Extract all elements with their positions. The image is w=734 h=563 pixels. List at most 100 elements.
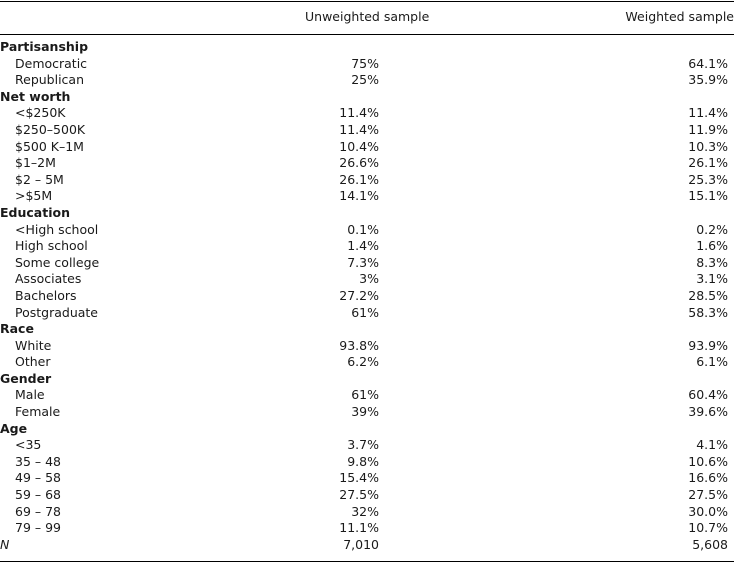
table-row: Postgraduate 61% 58.3% <box>0 305 734 322</box>
table-row: Bachelors 27.2% 28.5% <box>0 288 734 305</box>
unweighted-value: 6.2% <box>347 354 379 370</box>
table-row: Female 39% 39.6% <box>0 404 734 421</box>
unweighted-value: 0.1% <box>347 221 379 237</box>
table-row: <$250K 11.4% 11.4% <box>0 105 734 122</box>
weighted-value: 1.6% <box>696 238 728 254</box>
unweighted-value: 61% <box>351 304 379 320</box>
unweighted-value: 27.5% <box>339 487 379 503</box>
unweighted-value: 27.2% <box>339 287 379 303</box>
row-label: 79 – 99 <box>15 520 62 536</box>
row-label: <$250K <box>15 105 66 121</box>
row-label: Democratic <box>15 55 88 71</box>
section-label: Education <box>0 204 70 220</box>
weighted-value: 3.1% <box>696 271 728 287</box>
row-label: 35 – 48 <box>15 453 62 469</box>
row-label: Republican <box>15 72 85 88</box>
row-label: $500 K–1M <box>15 138 84 154</box>
table-bottom-rule <box>0 561 734 562</box>
table-row: 35 – 48 9.8% 10.6% <box>0 454 734 471</box>
row-label: Associates <box>15 271 82 287</box>
row-label: Male <box>15 387 45 403</box>
unweighted-value: 11.1% <box>339 520 379 536</box>
unweighted-value: 10.4% <box>339 138 379 154</box>
unweighted-value: 93.8% <box>339 337 379 353</box>
table-row: 49 – 58 15.4% 16.6% <box>0 470 734 487</box>
table-row: Some college 7.3% 8.3% <box>0 255 734 272</box>
table-top-rule <box>0 1 734 2</box>
weighted-value: 15.1% <box>688 188 728 204</box>
table-row: $250–500K 11.4% 11.9% <box>0 122 734 139</box>
unweighted-value: 25% <box>351 72 379 88</box>
total-row: N 7,010 5,608 <box>0 537 734 554</box>
unweighted-value: 32% <box>351 503 379 519</box>
weighted-value: 10.3% <box>688 138 728 154</box>
unweighted-value: 3.7% <box>347 437 379 453</box>
section-label: Gender <box>0 370 52 386</box>
weighted-value: 26.1% <box>688 155 728 171</box>
unweighted-value: 26.1% <box>339 171 379 187</box>
table-body: Partisanship Democratic 75% 64.1% Republican… <box>0 39 734 553</box>
row-label: 49 – 58 <box>15 470 62 486</box>
table-row: 69 – 78 32% 30.0% <box>0 504 734 521</box>
weighted-value: 10.7% <box>688 520 728 536</box>
table-row: Associates 3% 3.1% <box>0 271 734 288</box>
weighted-value: 5,608 <box>692 536 728 552</box>
unweighted-value: 61% <box>351 387 379 403</box>
section-label: Race <box>0 321 34 337</box>
table-row: $500 K–1M 10.4% 10.3% <box>0 139 734 156</box>
row-label: Female <box>15 404 61 420</box>
section-label: Net worth <box>0 88 71 104</box>
weighted-value: 93.9% <box>688 337 728 353</box>
unweighted-value: 1.4% <box>347 238 379 254</box>
row-label: <35 <box>15 437 42 453</box>
unweighted-value: 14.1% <box>339 188 379 204</box>
unweighted-value: 3% <box>359 271 379 287</box>
section-header-row: Education <box>0 205 734 222</box>
weighted-value: 10.6% <box>688 453 728 469</box>
unweighted-value: 11.4% <box>339 121 379 137</box>
weighted-value: 0.2% <box>696 221 728 237</box>
table-row: 59 – 68 27.5% 27.5% <box>0 487 734 504</box>
weighted-value: 4.1% <box>696 437 728 453</box>
row-label: Bachelors <box>15 287 77 303</box>
weighted-value: 25.3% <box>688 171 728 187</box>
table-row: >$5M 14.1% 15.1% <box>0 188 734 205</box>
section-header-row: Net worth <box>0 89 734 106</box>
column-header-unweighted: Unweighted sample <box>305 9 430 24</box>
table-row: Republican 25% 35.9% <box>0 72 734 89</box>
unweighted-value: 11.4% <box>339 105 379 121</box>
table-row: Other 6.2% 6.1% <box>0 354 734 371</box>
row-label: White <box>15 337 52 353</box>
weighted-value: 35.9% <box>688 72 728 88</box>
section-header-row: Age <box>0 421 734 438</box>
row-label: High school <box>15 238 88 254</box>
row-label: Some college <box>15 254 100 270</box>
weighted-value: 6.1% <box>696 354 728 370</box>
table-row: Democratic 75% 64.1% <box>0 56 734 73</box>
table-row: $2 – 5M 26.1% 25.3% <box>0 172 734 189</box>
table-row: Male 61% 60.4% <box>0 387 734 404</box>
table-row: <High school 0.1% 0.2% <box>0 222 734 239</box>
weighted-value: 8.3% <box>696 254 728 270</box>
unweighted-value: 26.6% <box>339 155 379 171</box>
weighted-value: 64.1% <box>688 55 728 71</box>
weighted-value: 60.4% <box>688 387 728 403</box>
row-label: 59 – 68 <box>15 487 62 503</box>
section-label: Age <box>0 420 28 436</box>
column-header-weighted: Weighted sample <box>625 9 734 24</box>
row-label: 69 – 78 <box>15 503 62 519</box>
unweighted-value: 75% <box>351 55 379 71</box>
table-row: $1–2M 26.6% 26.1% <box>0 155 734 172</box>
section-header-row: Race <box>0 321 734 338</box>
weighted-value: 28.5% <box>688 287 728 303</box>
row-label: <High school <box>15 221 99 237</box>
weighted-value: 11.4% <box>688 105 728 121</box>
row-label: Other <box>15 354 51 370</box>
section-header-row: Partisanship <box>0 39 734 56</box>
row-label: >$5M <box>15 188 53 204</box>
row-label: N <box>0 536 10 552</box>
weighted-value: 27.5% <box>688 487 728 503</box>
table-row: <35 3.7% 4.1% <box>0 437 734 454</box>
row-label: $1–2M <box>15 155 56 171</box>
table-row: White 93.8% 93.9% <box>0 338 734 355</box>
